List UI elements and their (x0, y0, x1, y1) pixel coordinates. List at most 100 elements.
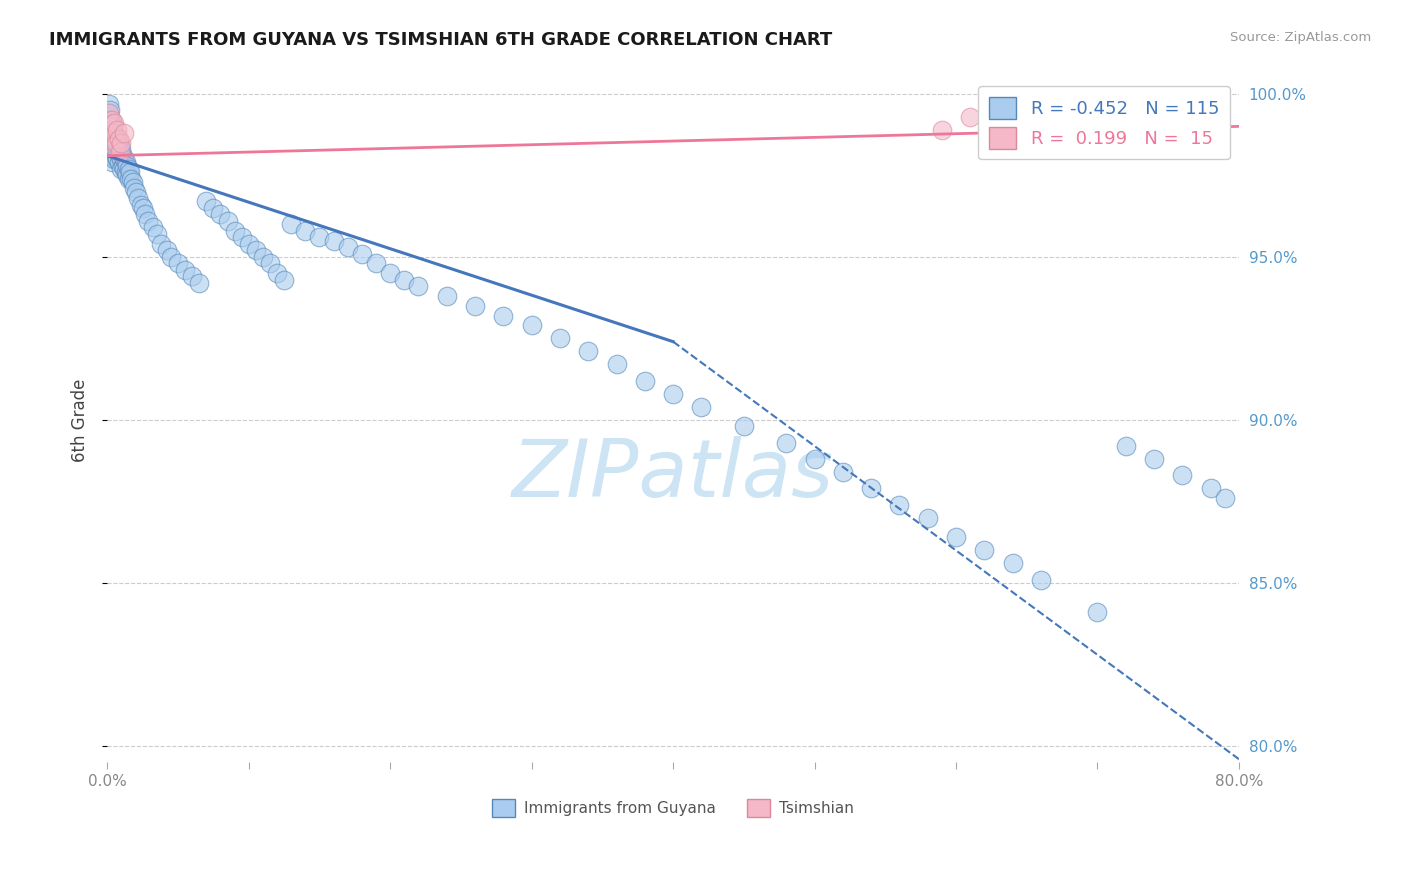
Point (548, 331, 571, 345)
Point (634, 374, 657, 388)
Point (97, 106, 120, 120)
Point (520, 318, 543, 333)
Point (259, 256, 281, 270)
Point (122, 181, 145, 195)
Point (98, 136, 121, 150)
Point (111, 149, 134, 163)
Point (110, 152, 132, 166)
Point (1171, 468, 1194, 483)
Point (129, 197, 152, 211)
Point (280, 217, 302, 231)
Point (114, 155, 136, 169)
Point (100, 126, 122, 140)
Point (1001, 557, 1024, 571)
Point (860, 482, 883, 496)
Point (97, 106, 120, 120)
Point (118, 165, 141, 179)
Point (100, 145, 122, 160)
Point (100, 136, 122, 150)
Point (831, 465, 853, 479)
Point (108, 145, 131, 160)
Point (217, 214, 239, 228)
Point (408, 279, 430, 293)
Point (174, 263, 197, 277)
Point (110, 136, 132, 150)
Point (1199, 482, 1222, 496)
Point (103, 152, 125, 166)
Point (101, 126, 124, 140)
Point (160, 250, 183, 264)
Point (142, 220, 165, 235)
Point (1143, 452, 1166, 467)
Point (238, 236, 260, 251)
Legend: Immigrants from Guyana, Tsimshian: Immigrants from Guyana, Tsimshian (486, 792, 860, 823)
Point (104, 139, 127, 153)
Point (105, 122, 128, 136)
Point (273, 273, 295, 287)
Point (134, 207, 156, 221)
Point (336, 240, 359, 254)
Point (100, 116, 122, 130)
Point (117, 161, 139, 176)
Point (107, 145, 129, 160)
Point (492, 309, 515, 323)
Point (104, 136, 127, 150)
Point (104, 149, 127, 163)
Point (112, 161, 135, 176)
Point (100, 155, 122, 169)
Point (394, 273, 416, 287)
Point (124, 185, 146, 199)
Point (605, 358, 627, 372)
Point (107, 136, 129, 150)
Point (101, 149, 124, 163)
Point (1115, 439, 1137, 453)
Point (120, 171, 142, 186)
Point (202, 201, 225, 215)
Point (1087, 606, 1109, 620)
Point (114, 165, 136, 179)
Point (112, 152, 135, 166)
Point (156, 244, 179, 258)
Point (103, 136, 125, 150)
Point (100, 129, 122, 144)
Point (112, 126, 135, 140)
Point (931, 122, 953, 136)
Point (1029, 573, 1052, 587)
Point (105, 132, 128, 146)
Point (690, 400, 713, 414)
Point (308, 230, 330, 244)
Point (245, 244, 267, 258)
Point (104, 129, 127, 144)
Text: ZIPatlas: ZIPatlas (512, 435, 834, 514)
Point (252, 250, 274, 264)
Point (322, 234, 344, 248)
Point (121, 175, 143, 189)
Y-axis label: 6th Grade: 6th Grade (72, 378, 89, 462)
Point (188, 276, 211, 290)
Point (350, 246, 373, 260)
Point (103, 116, 125, 130)
Point (108, 139, 131, 153)
Text: IMMIGRANTS FROM GUYANA VS TSIMSHIAN 6TH GRADE CORRELATION CHART: IMMIGRANTS FROM GUYANA VS TSIMSHIAN 6TH … (49, 31, 832, 49)
Point (115, 159, 138, 173)
Point (1213, 491, 1236, 506)
Point (209, 207, 232, 221)
Text: Source: ZipAtlas.com: Source: ZipAtlas.com (1230, 31, 1371, 45)
Point (115, 169, 138, 183)
Point (101, 139, 124, 153)
Point (266, 266, 288, 280)
Point (464, 299, 486, 313)
Point (775, 435, 797, 450)
Point (103, 142, 125, 156)
Point (101, 120, 124, 134)
Point (195, 194, 218, 209)
Point (959, 110, 981, 124)
Point (108, 149, 131, 163)
Point (110, 142, 132, 156)
Point (101, 139, 124, 153)
Point (224, 224, 246, 238)
Point (945, 530, 967, 544)
Point (889, 498, 911, 512)
Point (803, 452, 825, 467)
Point (98, 122, 121, 136)
